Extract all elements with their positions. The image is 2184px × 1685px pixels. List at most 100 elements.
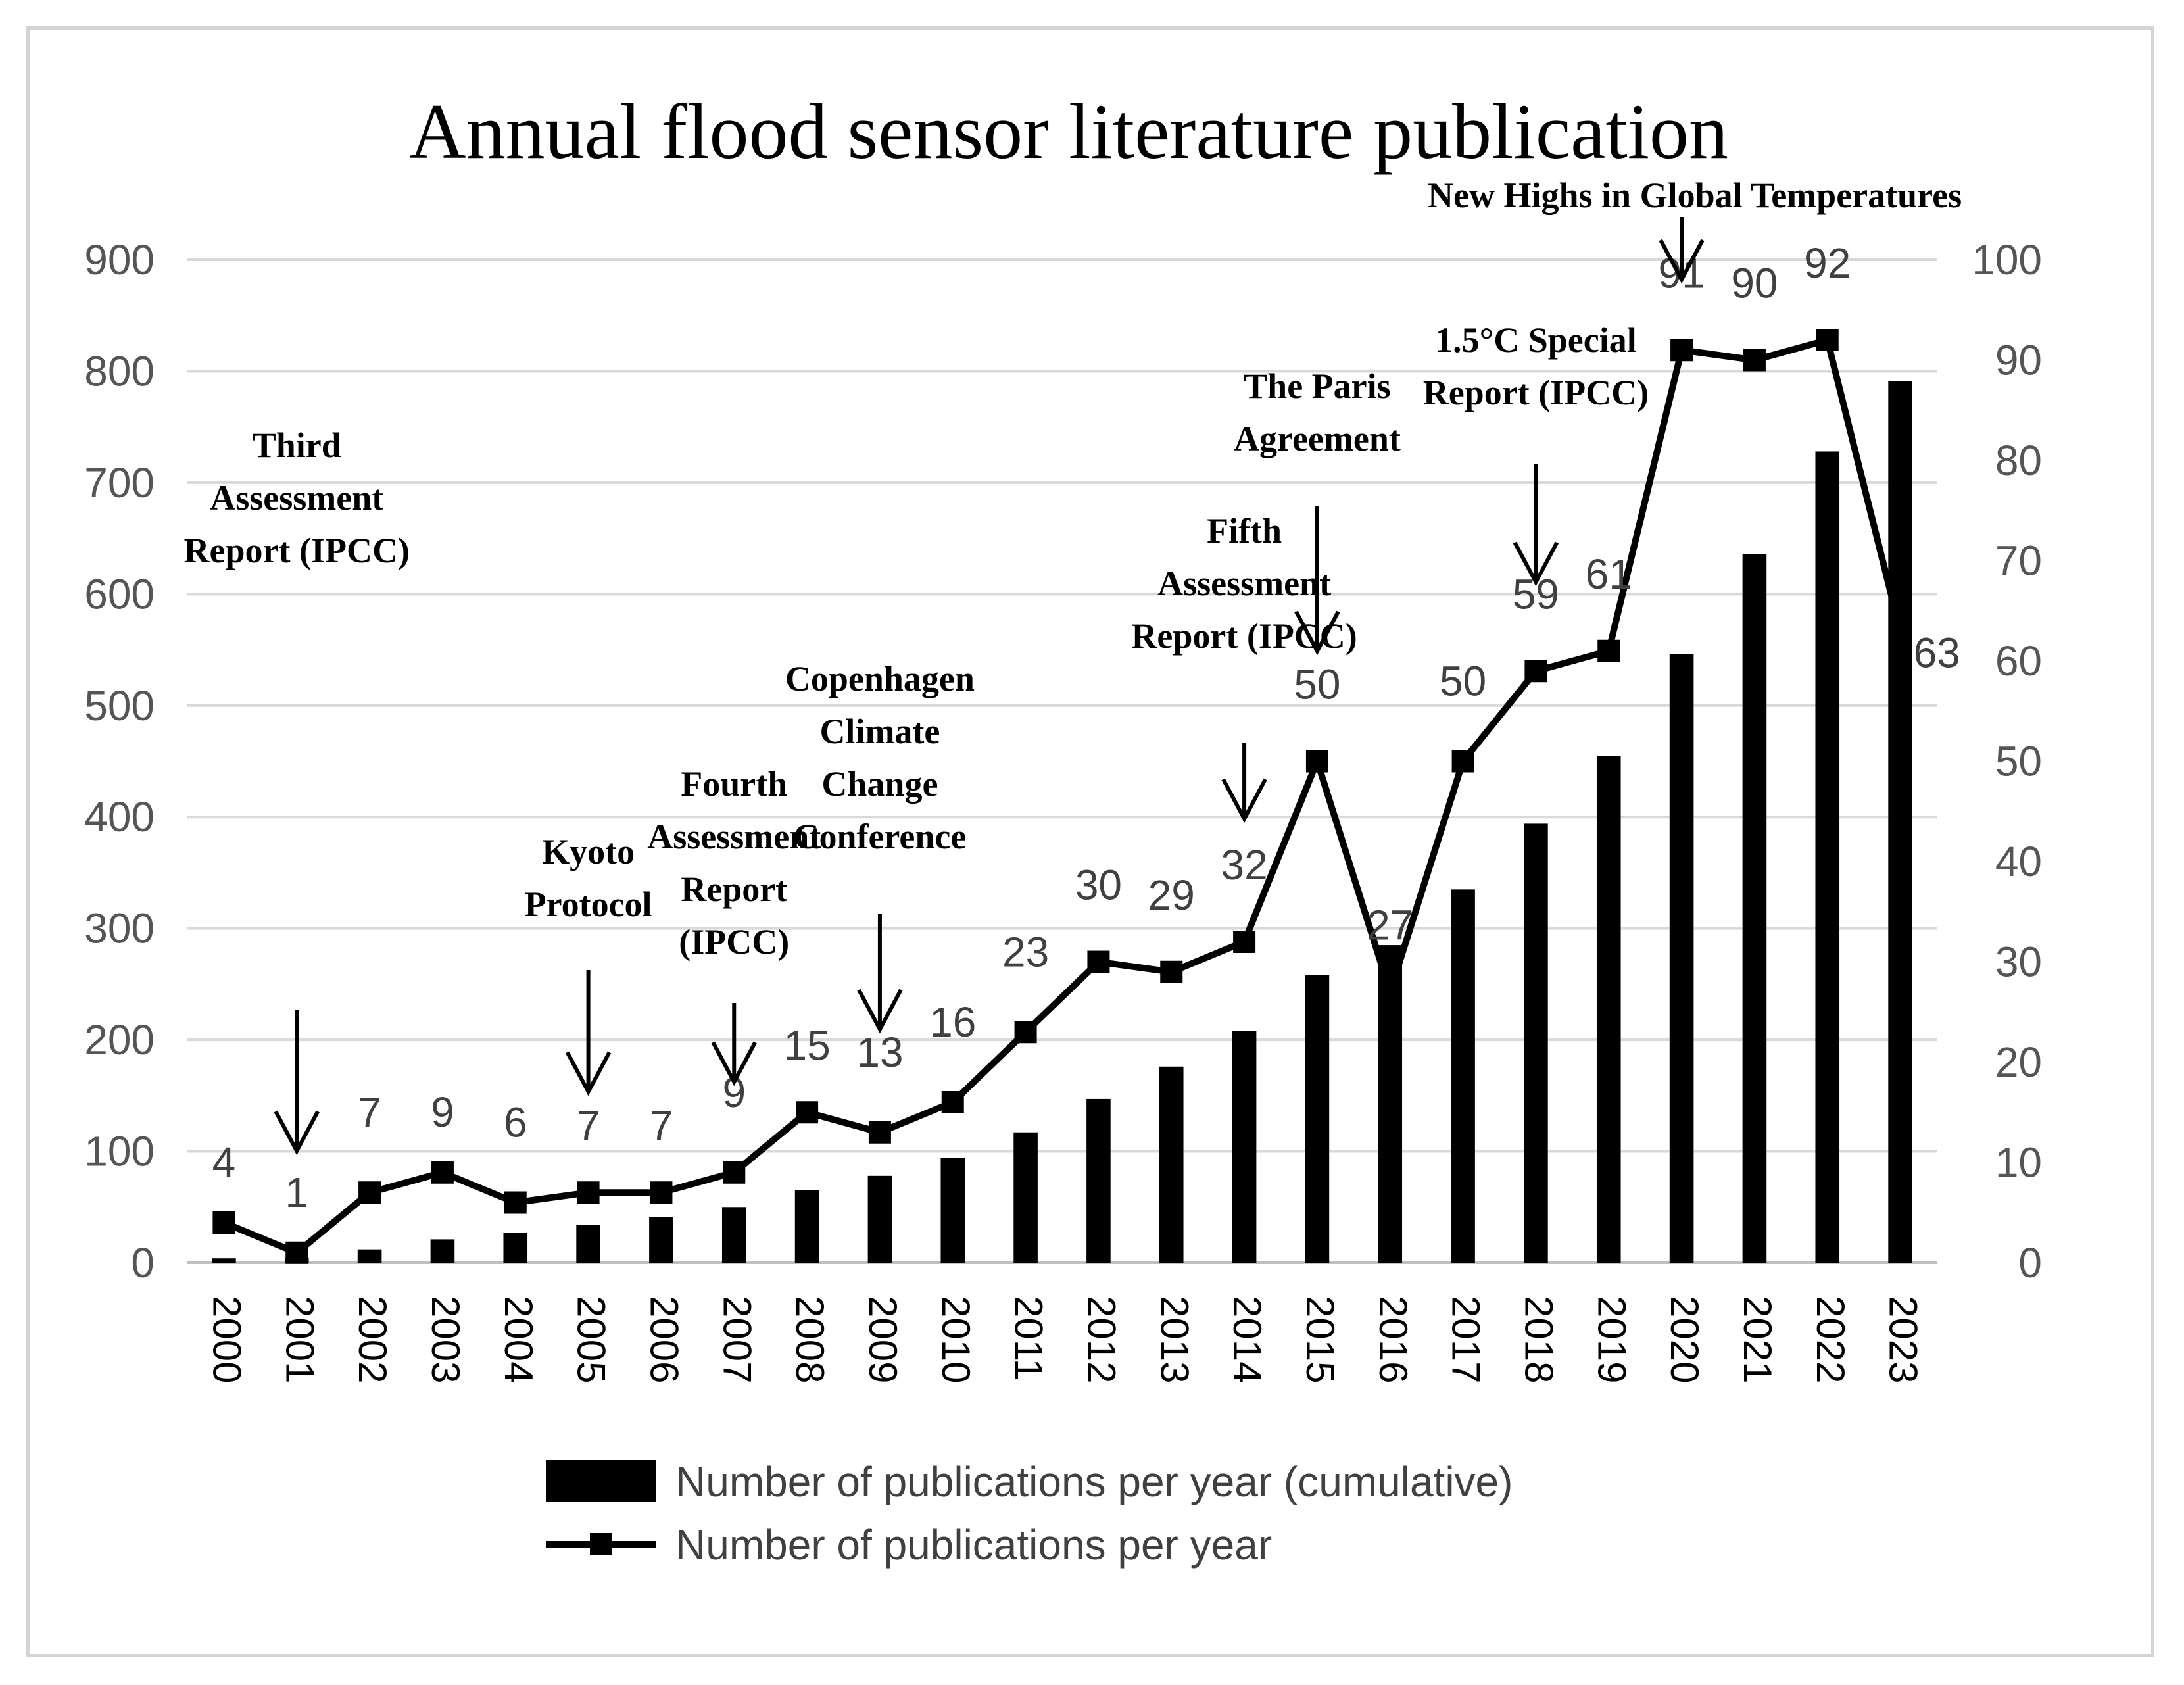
x-tick-label: 2019 (1589, 1296, 1634, 1383)
x-tick-label: 2022 (1808, 1296, 1853, 1383)
annotation-arrow-head (1513, 541, 1559, 587)
annotation-text: Third (253, 426, 341, 465)
line-marker (868, 1121, 891, 1144)
chart: Annual flood sensor literature publicati… (84, 87, 2042, 1569)
bar (430, 1239, 455, 1263)
data-label: 7 (650, 1102, 673, 1149)
annotation-text: Report (681, 869, 787, 909)
right-tick-label: 100 (1972, 236, 2042, 283)
annotation-arrow-head (274, 1110, 320, 1156)
legend-bar-swatch (546, 1460, 656, 1502)
data-label: 7 (577, 1102, 600, 1149)
line-marker (431, 1161, 454, 1184)
chart-title: Annual flood sensor literature publicati… (409, 87, 1728, 175)
bar (1888, 381, 1912, 1263)
x-tick-label: 2009 (861, 1296, 905, 1383)
x-tick-label: 2017 (1444, 1296, 1488, 1383)
bar (212, 1258, 236, 1263)
x-tick-label: 2000 (205, 1296, 249, 1383)
data-label: 50 (1294, 661, 1340, 708)
bar (1524, 823, 1548, 1263)
line-marker (650, 1181, 673, 1204)
data-label: 92 (1804, 239, 1851, 287)
annotation-text: Protocol (525, 885, 652, 924)
bar (794, 1190, 819, 1263)
left-tick-label: 400 (84, 793, 155, 841)
annotation: Third Assessment Report (IPCC) (184, 426, 410, 1156)
left-tick-label: 300 (84, 905, 155, 952)
data-label: 16 (929, 998, 976, 1046)
legend-line-label: Number of publications per year (675, 1521, 1272, 1569)
annotation: The Paris Agreement (1234, 366, 1401, 656)
bar (357, 1249, 382, 1263)
annotation-arrow-head (1221, 778, 1267, 823)
line-marker (1743, 349, 1766, 372)
bar (1742, 554, 1767, 1263)
left-tick-label: 800 (84, 347, 155, 395)
right-tick-label: 0 (2018, 1239, 2042, 1286)
legend: Number of publications per year (cumulat… (546, 1458, 1513, 1569)
bar (940, 1158, 965, 1263)
line-marker (212, 1211, 235, 1234)
x-tick-label: 2007 (715, 1296, 759, 1383)
left-tick-label: 500 (84, 682, 155, 729)
data-label: 63 (1914, 629, 1960, 676)
bar (1013, 1132, 1038, 1263)
annotation-arrow-head (1294, 610, 1340, 656)
x-tick-label: 2001 (278, 1296, 322, 1383)
annotation-text: Report (IPCC) (184, 531, 410, 570)
axes: 0 100 200 300 400 500 600 700 800 900 0 10 20 30 40 50 6… (84, 236, 2042, 1383)
left-tick-label: 200 (84, 1016, 155, 1063)
right-tick-label: 20 (1995, 1038, 2042, 1086)
annotation-arrow-head (565, 1051, 612, 1096)
x-tick-label: 2020 (1662, 1296, 1707, 1383)
annotation-arrow-head (711, 1041, 757, 1087)
data-label: 32 (1221, 841, 1267, 889)
bar (1451, 889, 1475, 1263)
x-tick-label: 2011 (1007, 1296, 1051, 1380)
annotation: Kyoto Protocol (525, 832, 652, 1096)
left-tick-label: 600 (84, 570, 155, 618)
bar (1159, 1066, 1184, 1263)
bar (503, 1233, 528, 1263)
line-marker (1816, 329, 1839, 351)
annotations: Third Assessment Report (IPCC) Kyoto Protoco… (184, 176, 1962, 1156)
x-tick-label: 2012 (1080, 1296, 1124, 1383)
annotation-text: Kyoto (542, 832, 635, 871)
annotation: 1.5°C Special Report (IPCC) (1423, 320, 1649, 587)
annotation-text: Conference (793, 817, 966, 856)
line-marker (1014, 1021, 1037, 1044)
annotation: New Highs in Global Temperatures (1428, 176, 1962, 284)
line-marker (1378, 981, 1401, 1004)
right-tick-label: 40 (1995, 838, 2042, 885)
left-tick-label: 700 (84, 459, 155, 506)
legend-bar-label: Number of publications per year (cumulat… (675, 1458, 1513, 1505)
gridlines (187, 258, 1937, 1264)
annotation-text: Copenhagen (785, 659, 975, 698)
annotation-text: 1.5°C Special (1435, 320, 1637, 360)
right-tick-label: 90 (1995, 337, 2042, 384)
data-label: 90 (1731, 260, 1778, 307)
x-tick-label: 2016 (1371, 1296, 1415, 1383)
x-tick-label: 2018 (1517, 1296, 1561, 1383)
line-marker (1670, 339, 1693, 362)
data-label: 13 (856, 1029, 903, 1076)
annotation-text: Fourth (681, 764, 787, 804)
x-tick-label: 2014 (1225, 1296, 1269, 1383)
line-marker (1160, 960, 1183, 983)
line-marker (1305, 750, 1328, 773)
line-marker (504, 1191, 527, 1214)
line-marker (577, 1181, 600, 1204)
annotation-arrow-head (857, 989, 903, 1034)
line-marker (285, 1241, 308, 1264)
annotation: Fourth Assessment Report (IPCC) (647, 764, 821, 1087)
legend-line-marker (590, 1533, 612, 1555)
line-marker (723, 1161, 746, 1184)
bar (1669, 654, 1694, 1263)
chart-frame: Annual flood sensor literature publicati… (26, 26, 2154, 1657)
annotation-text: Change (821, 764, 938, 804)
bar (721, 1207, 746, 1263)
data-label: 1 (285, 1169, 308, 1216)
x-tick-label: 2006 (643, 1296, 687, 1383)
